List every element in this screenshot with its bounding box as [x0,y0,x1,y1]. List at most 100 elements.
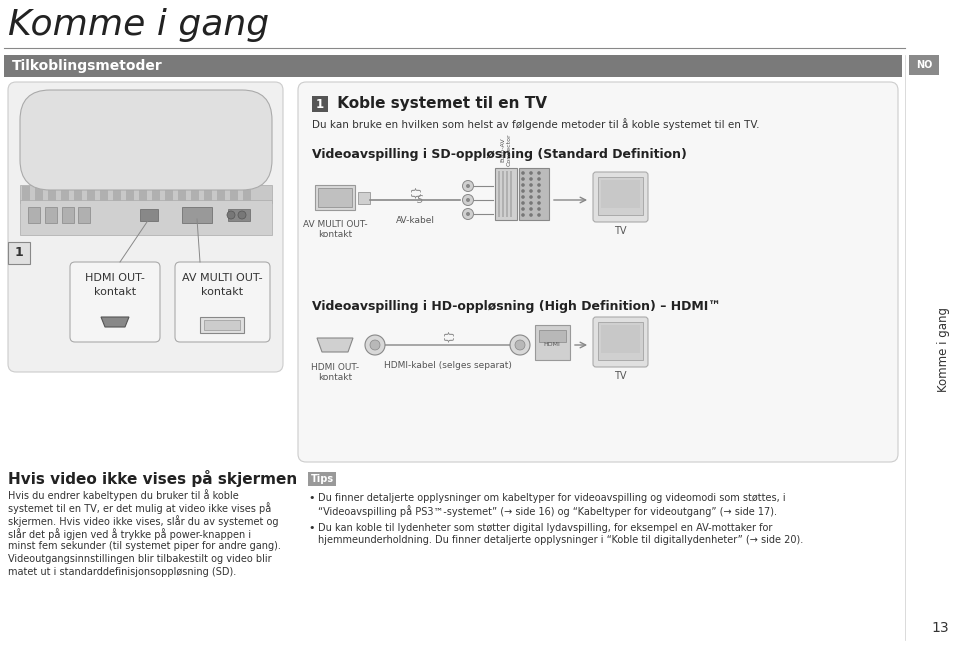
Bar [140,209,158,221]
Circle shape [529,207,533,211]
Bar [217,186,225,202]
Bar [598,177,643,215]
Bar [315,185,355,210]
Bar [165,186,173,202]
Text: Videoavspilling i HD-oppløsning (High Definition) – HDMI™: Videoavspilling i HD-oppløsning (High De… [312,300,721,313]
Circle shape [538,195,540,199]
Text: HDMI-kabel (selges separat): HDMI-kabel (selges separat) [384,361,512,370]
FancyBboxPatch shape [20,90,272,190]
Circle shape [227,211,235,219]
Text: minst fem sekunder (til systemet piper for andre gang).: minst fem sekunder (til systemet piper f… [8,541,281,551]
Text: AV MULTI OUT-
kontakt: AV MULTI OUT- kontakt [302,220,368,239]
Text: •: • [308,493,315,503]
Text: “Videoavspilling på PS3™-systemet” (→ side 16) og “Kabeltyper for videoutgang” (: “Videoavspilling på PS3™-systemet” (→ si… [318,505,777,517]
Circle shape [538,207,540,211]
Text: AV-kabel: AV-kabel [396,216,435,225]
Circle shape [529,214,533,217]
Bar [62,207,74,223]
Bar [601,325,640,353]
Text: S: S [417,195,423,205]
Text: Komme i gang: Komme i gang [8,8,269,42]
Text: HDMI OUT-
kontakt: HDMI OUT- kontakt [85,273,145,297]
Circle shape [521,177,525,181]
Bar [298,468,898,638]
Text: 1: 1 [14,247,23,260]
Circle shape [466,184,470,188]
Circle shape [529,201,533,205]
Circle shape [529,183,533,187]
Bar [200,317,244,333]
Text: AV MULTI OUT-
kontakt: AV MULTI OUT- kontakt [181,273,262,297]
Circle shape [521,201,525,205]
Bar [4,55,902,77]
Bar [535,325,570,360]
Text: 13: 13 [931,621,948,635]
Circle shape [529,177,533,181]
Text: {}: {} [443,328,453,342]
FancyBboxPatch shape [8,82,283,372]
Bar [506,171,508,217]
Text: {}: {} [410,184,420,198]
Bar [74,186,82,202]
Text: 1: 1 [316,97,324,110]
Bar [87,186,95,202]
Text: Du finner detaljerte opplysninger om kabeltyper for videoavspilling og videomodi: Du finner detaljerte opplysninger om kab… [318,493,785,503]
Bar [204,320,240,330]
Text: Euro-AV
Connector: Euro-AV Connector [500,134,512,166]
Circle shape [463,208,473,219]
Bar [20,185,272,203]
Circle shape [521,207,525,211]
Bar [28,207,40,223]
Text: systemet til en TV, er det mulig at video ikke vises på: systemet til en TV, er det mulig at vide… [8,502,272,514]
Text: Videoutgangsinnstillingen blir tilbakestilt og video blir: Videoutgangsinnstillingen blir tilbakest… [8,554,272,564]
Bar [204,186,212,202]
Bar [100,186,108,202]
Bar [126,186,134,202]
Bar [909,55,939,75]
Bar [318,188,352,207]
Bar [308,472,336,486]
Circle shape [538,190,540,193]
Bar [519,168,549,220]
FancyBboxPatch shape [70,262,160,342]
Bar [191,186,199,202]
Text: matet ut i standarddefinisjonsoppløsning (SD).: matet ut i standarddefinisjonsoppløsning… [8,567,236,577]
Circle shape [529,171,533,175]
Circle shape [365,335,385,355]
Bar [78,207,90,223]
Bar [61,186,69,202]
Text: Tilkoblingsmetoder: Tilkoblingsmetoder [12,59,163,73]
Text: Videoavspilling i SD-oppløsning (Standard Definition): Videoavspilling i SD-oppløsning (Standar… [312,148,686,161]
Bar [113,186,121,202]
Text: hjemmeunderholdning. Du finner detaljerte opplysninger i “Koble til digitallyden: hjemmeunderholdning. Du finner detaljert… [318,535,804,545]
Circle shape [466,198,470,202]
Circle shape [538,214,540,217]
Text: skjermen. Hvis video ikke vises, slår du av systemet og: skjermen. Hvis video ikke vises, slår du… [8,515,278,527]
Polygon shape [317,338,353,352]
Text: Tips: Tips [310,474,333,484]
Bar [495,168,517,220]
Bar [75,93,115,96]
Text: TV: TV [613,226,626,236]
Circle shape [529,190,533,193]
Circle shape [515,340,525,350]
Circle shape [529,195,533,199]
Text: HDMI: HDMI [543,343,561,347]
Circle shape [538,201,540,205]
Circle shape [521,171,525,175]
Circle shape [466,212,470,216]
Bar [60,95,140,107]
Circle shape [521,183,525,187]
Bar [35,186,43,202]
Bar [230,186,238,202]
Bar [139,186,147,202]
Bar [498,171,500,217]
Bar [45,207,57,223]
Text: •: • [308,523,315,533]
Circle shape [463,180,473,191]
Bar [8,242,30,264]
Circle shape [521,195,525,199]
Text: Koble systemet til en TV: Koble systemet til en TV [332,96,547,111]
Circle shape [510,335,530,355]
FancyBboxPatch shape [298,82,898,462]
